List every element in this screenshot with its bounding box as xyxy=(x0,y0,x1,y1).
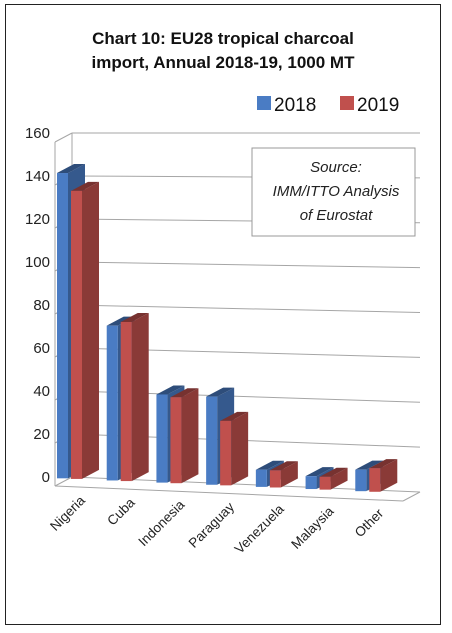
bar-top xyxy=(269,461,298,471)
bar-top xyxy=(156,385,185,395)
bar-top xyxy=(305,467,334,477)
floor-right-edge xyxy=(402,491,421,502)
bar-top xyxy=(170,388,199,398)
source-annotation: Source: IMM/ITTO Analysis of Eurostat xyxy=(251,147,416,237)
bar-2019-venezuela xyxy=(269,461,298,488)
bar-top xyxy=(57,164,85,174)
bar-front xyxy=(206,396,218,485)
bar-top xyxy=(369,459,398,469)
bar-front xyxy=(369,468,381,492)
bar-side xyxy=(330,467,348,490)
bar-front xyxy=(255,469,267,487)
category-label-indonesia: Indonesia xyxy=(135,497,187,549)
source-line-2: IMM/ITTO Analysis xyxy=(273,183,400,200)
y-axis-ticks: 0 20 40 60 80 100 120 140 160 xyxy=(25,125,50,486)
bar-top xyxy=(120,312,149,322)
bar-2019-indonesia xyxy=(170,388,199,484)
bar-top xyxy=(319,467,348,477)
bar-2019-malaysia xyxy=(319,467,348,490)
bar-top xyxy=(71,181,99,191)
bars xyxy=(57,164,398,492)
bar-2019-paraguay xyxy=(220,411,249,486)
bar-top xyxy=(206,387,235,397)
bar-side xyxy=(181,388,199,484)
category-label-other: Other xyxy=(352,505,387,540)
bar-front xyxy=(57,173,68,479)
gridline-depth xyxy=(54,132,73,143)
bar-front xyxy=(106,325,118,481)
legend-label-2019: 2019 xyxy=(357,95,399,116)
bar-front xyxy=(220,420,232,486)
y-tick-label: 20 xyxy=(33,426,50,443)
y-tick-label: 40 xyxy=(33,383,50,400)
legend-swatch-2019 xyxy=(340,96,354,110)
floor-front-edge xyxy=(54,485,404,502)
bar-front xyxy=(71,190,82,479)
y-tick-label: 120 xyxy=(25,211,50,228)
bar-top xyxy=(355,460,384,470)
bar-front xyxy=(305,476,317,490)
bar-2019-nigeria xyxy=(71,181,99,479)
bar-side xyxy=(231,411,249,486)
gridline-depth xyxy=(54,476,73,487)
bar-front xyxy=(170,397,182,484)
bar-2019-other xyxy=(369,459,398,492)
y-tick-label: 80 xyxy=(33,297,50,314)
category-label-paraguay: Paraguay xyxy=(186,499,238,551)
gridline xyxy=(71,261,421,269)
category-label-malaysia: Malaysia xyxy=(288,503,337,552)
bar-top xyxy=(255,460,284,470)
y-tick-label: 100 xyxy=(25,254,50,271)
category-label-nigeria: Nigeria xyxy=(47,493,88,534)
legend-label-2018: 2018 xyxy=(274,95,316,116)
bar-side xyxy=(82,181,99,479)
bar-front xyxy=(355,469,367,492)
source-box-border xyxy=(251,147,416,237)
bar-side xyxy=(131,312,149,482)
gridline xyxy=(71,304,421,313)
bar-front xyxy=(269,470,281,488)
bar-2019-cuba xyxy=(120,312,149,482)
chart-title-line-2: import, Annual 2018-19, 1000 MT xyxy=(92,53,356,72)
category-label-venezuela: Venezuela xyxy=(232,501,288,557)
bar-top xyxy=(220,411,249,421)
y-tick-label: 0 xyxy=(42,469,50,486)
source-line-1: Source: xyxy=(310,159,362,176)
y-tick-label: 160 xyxy=(25,125,50,142)
chart-title-line-1: Chart 10: EU28 tropical charcoal xyxy=(92,29,354,48)
category-label-cuba: Cuba xyxy=(104,495,138,529)
legend: 2018 2019 xyxy=(257,95,399,116)
bar-side xyxy=(380,459,398,492)
legend-swatch-2018 xyxy=(257,96,271,110)
y-tick-label: 140 xyxy=(25,168,50,185)
bar-front xyxy=(120,321,132,482)
y-tick-label: 60 xyxy=(33,340,50,357)
bar-front xyxy=(156,394,168,483)
source-line-3: of Eurostat xyxy=(300,207,373,224)
bar-front xyxy=(319,476,331,490)
bar-side xyxy=(280,461,298,488)
